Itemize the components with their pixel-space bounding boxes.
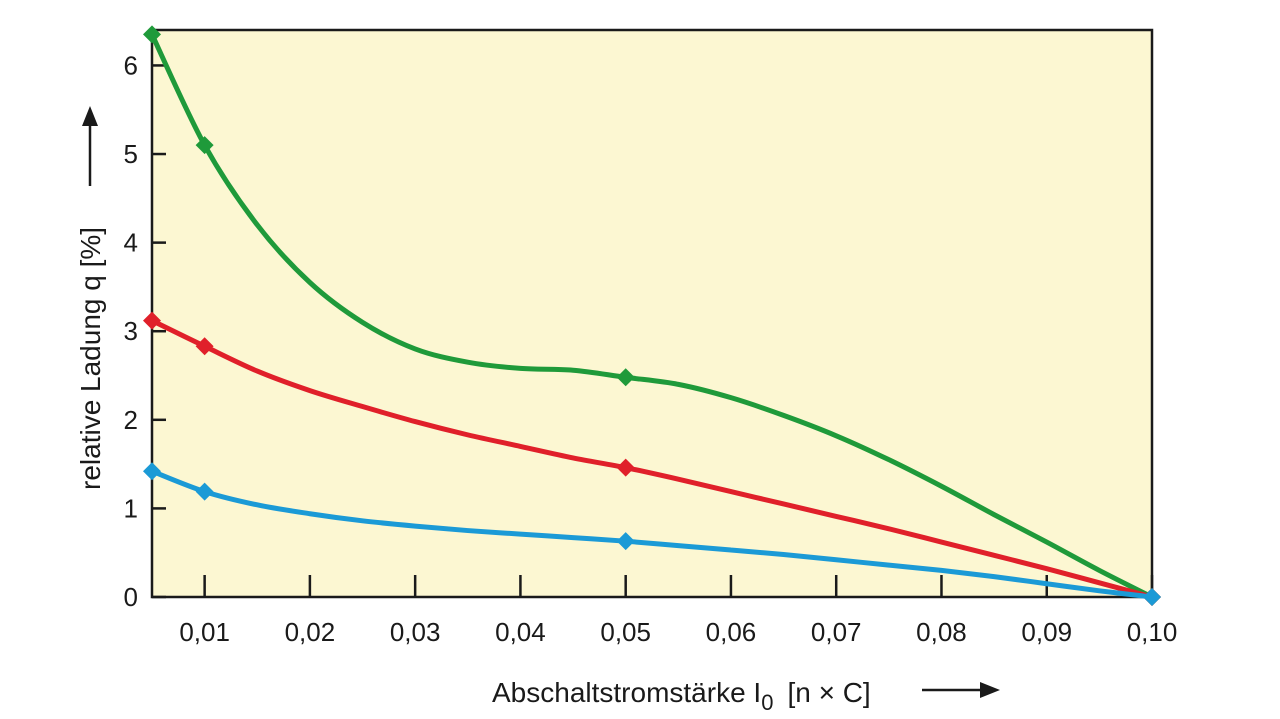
x-tick-label: 0,06: [706, 617, 757, 647]
series-2-marker: [195, 482, 214, 501]
x-tick-label: 0,08: [916, 617, 967, 647]
plot-area: [150, 28, 1154, 599]
y-tick-label: 1: [124, 493, 138, 523]
series-2-marker: [616, 532, 635, 551]
series-1-marker: [195, 337, 214, 356]
y-tick-label: 6: [124, 50, 138, 80]
x-tick-label: 0,02: [285, 617, 336, 647]
series-2-line: [149, 468, 1155, 600]
x-axis-ticks: 0,01 0,02 0,03 0,04 0,05 0,06 0,07 0,08 0,09 0,10: [179, 575, 1177, 647]
y-tick-label: 3: [124, 316, 138, 346]
x-tick-label: 0,10: [1127, 617, 1178, 647]
series-2-marker: [143, 462, 161, 481]
x-tick-label: 0,09: [1021, 617, 1072, 647]
y-tick-label: 0: [124, 582, 138, 612]
series-0-marker: [195, 136, 214, 155]
x-axis-label: Abschaltstromstärke I0 [n × C]: [492, 677, 871, 715]
x-tick-label: 0,05: [600, 617, 651, 647]
y-tick-label: 4: [124, 228, 138, 258]
series-2-marker: [1143, 588, 1161, 606]
x-tick-label: 0,03: [390, 617, 441, 647]
y-axis-ticks: 0 1 2 3 4 5 6: [124, 50, 166, 612]
x-axis-arrow: [922, 682, 1000, 698]
series-1-marker: [143, 311, 161, 330]
series-layer: [143, 25, 1161, 606]
series-0-marker: [143, 25, 161, 44]
y-axis-arrow: [82, 106, 98, 186]
x-tick-label: 0,04: [495, 617, 546, 647]
series-0-marker: [616, 368, 635, 387]
y-axis-label: relative Ladung q [%]: [75, 227, 106, 490]
y-tick-label: 2: [124, 405, 138, 435]
series-1-marker: [616, 458, 635, 477]
x-tick-label: 0,07: [811, 617, 862, 647]
y-tick-label: 5: [124, 139, 138, 169]
series-1-line: [149, 318, 1155, 600]
x-tick-label: 0,01: [179, 617, 230, 647]
